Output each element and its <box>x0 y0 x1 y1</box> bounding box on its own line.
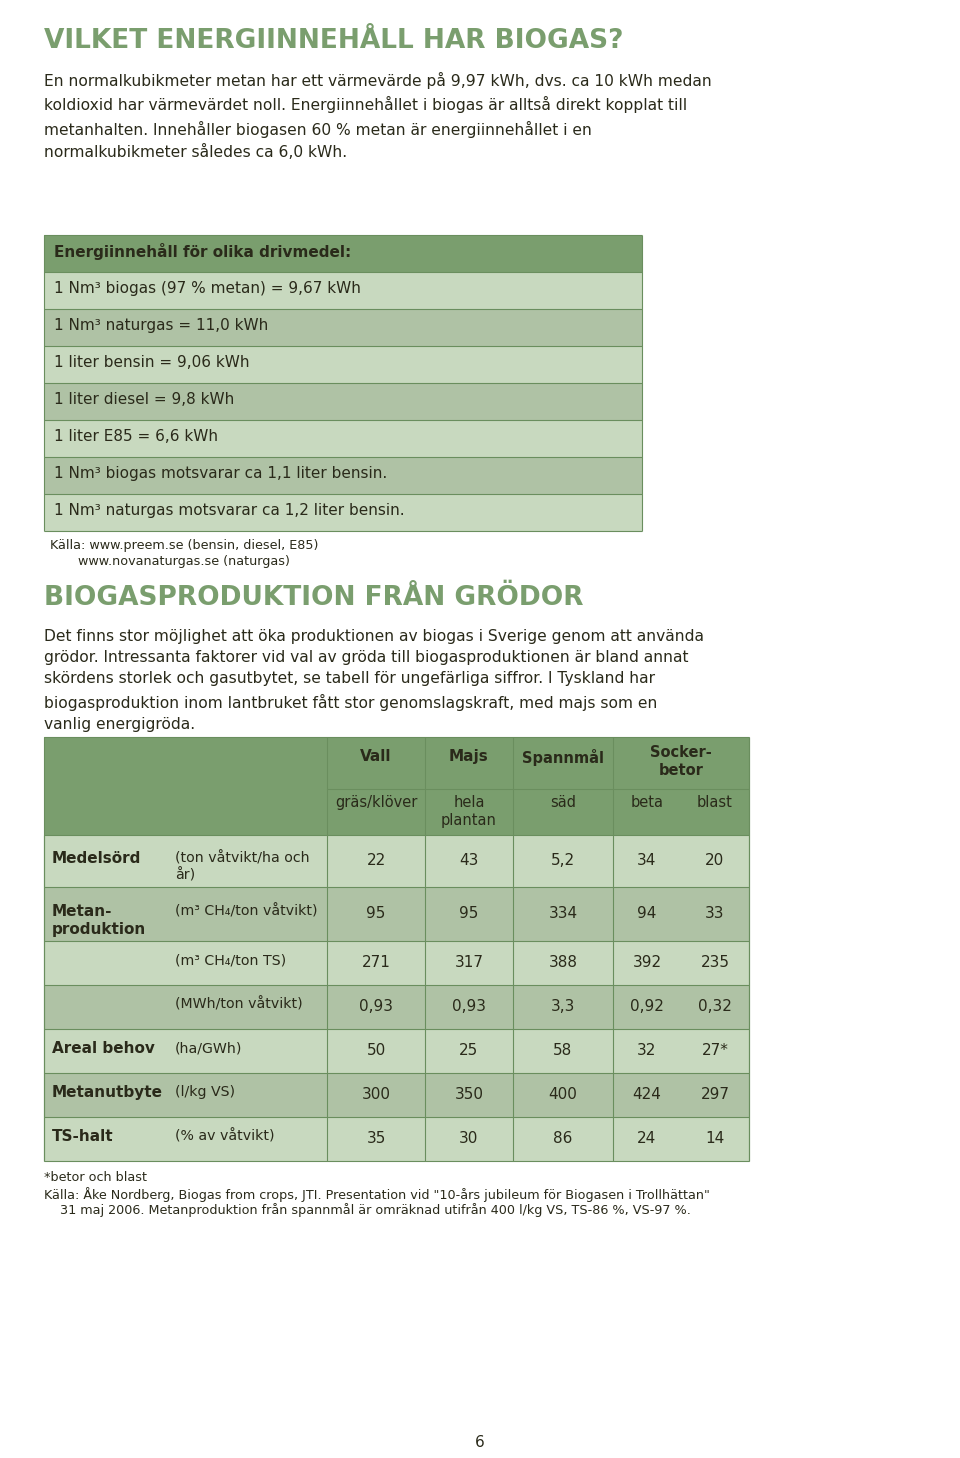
Text: Energiinnehåll för olika drivmedel:: Energiinnehåll för olika drivmedel: <box>54 243 351 260</box>
Text: (l/kg VS): (l/kg VS) <box>175 1085 235 1099</box>
Text: 86: 86 <box>553 1131 573 1146</box>
Text: 300: 300 <box>362 1088 391 1102</box>
Text: 0,32: 0,32 <box>698 999 732 1013</box>
Bar <box>44 273 642 309</box>
Bar <box>44 420 642 456</box>
Text: 424: 424 <box>633 1088 661 1102</box>
Text: 95: 95 <box>459 905 479 921</box>
Bar <box>44 986 749 1029</box>
Text: 297: 297 <box>701 1088 730 1102</box>
Text: TS-halt: TS-halt <box>52 1128 113 1145</box>
Text: (% av våtvikt): (% av våtvikt) <box>175 1128 275 1143</box>
Text: Spannmål: Spannmål <box>522 749 604 765</box>
Bar <box>44 1117 749 1161</box>
Text: 6: 6 <box>475 1435 485 1451</box>
Text: Areal behov: Areal behov <box>52 1041 155 1056</box>
Text: 22: 22 <box>367 853 386 868</box>
Bar <box>44 835 749 886</box>
Text: 1 Nm³ naturgas motsvarar ca 1,2 liter bensin.: 1 Nm³ naturgas motsvarar ca 1,2 liter be… <box>54 503 404 518</box>
Text: 1 Nm³ biogas motsvarar ca 1,1 liter bensin.: 1 Nm³ biogas motsvarar ca 1,1 liter bens… <box>54 467 387 481</box>
Bar <box>44 789 749 835</box>
Text: 235: 235 <box>701 955 730 970</box>
Text: 24: 24 <box>637 1131 657 1146</box>
Text: 27*: 27* <box>702 1042 729 1059</box>
Text: 95: 95 <box>367 905 386 921</box>
Text: 30: 30 <box>459 1131 479 1146</box>
Text: 392: 392 <box>633 955 661 970</box>
Text: 3,3: 3,3 <box>551 999 575 1013</box>
Text: 0,93: 0,93 <box>359 999 393 1013</box>
Text: 350: 350 <box>454 1088 484 1102</box>
Text: gräs/klöver: gräs/klöver <box>335 795 418 811</box>
Text: 5,2: 5,2 <box>551 853 575 868</box>
Text: Metanutbyte: Metanutbyte <box>52 1085 163 1099</box>
Bar <box>44 886 749 940</box>
Text: 317: 317 <box>454 955 484 970</box>
Bar <box>44 456 642 494</box>
Text: (m³ CH₄/ton våtvikt): (m³ CH₄/ton våtvikt) <box>175 904 318 919</box>
Text: Det finns stor möjlighet att öka produktionen av biogas i Sverige genom att anvä: Det finns stor möjlighet att öka produkt… <box>44 628 704 732</box>
Text: 1 liter diesel = 9,8 kWh: 1 liter diesel = 9,8 kWh <box>54 392 234 407</box>
Bar <box>44 940 749 986</box>
Text: 1 Nm³ biogas (97 % metan) = 9,67 kWh: 1 Nm³ biogas (97 % metan) = 9,67 kWh <box>54 281 361 296</box>
Text: (m³ CH₄/ton TS): (m³ CH₄/ton TS) <box>175 954 286 967</box>
Bar <box>44 1029 749 1073</box>
Text: 33: 33 <box>706 905 725 921</box>
Text: blast: blast <box>697 795 732 811</box>
Text: 0,92: 0,92 <box>630 999 664 1013</box>
Text: 32: 32 <box>637 1042 657 1059</box>
Text: www.novanaturgas.se (naturgas): www.novanaturgas.se (naturgas) <box>50 555 290 569</box>
Text: Källa: Åke Nordberg, Biogas from crops, JTI. Presentation vid "10-års jubileum f: Källa: Åke Nordberg, Biogas from crops, … <box>44 1187 709 1201</box>
Text: 14: 14 <box>706 1131 725 1146</box>
Text: 334: 334 <box>548 905 578 921</box>
Bar <box>44 494 642 531</box>
Text: 1 liter bensin = 9,06 kWh: 1 liter bensin = 9,06 kWh <box>54 354 250 370</box>
Text: (MWh/ton våtvikt): (MWh/ton våtvikt) <box>175 997 302 1012</box>
Text: 388: 388 <box>548 955 578 970</box>
Bar <box>44 346 642 383</box>
Text: *betor och blast: *betor och blast <box>44 1171 147 1184</box>
Text: beta: beta <box>631 795 663 811</box>
Bar <box>44 736 749 789</box>
Text: 400: 400 <box>548 1088 577 1102</box>
Text: hela
plantan: hela plantan <box>441 795 497 828</box>
Text: BIOGASPRODUKTION FRÅN GRÖDOR: BIOGASPRODUKTION FRÅN GRÖDOR <box>44 585 584 611</box>
Text: Källa: www.preem.se (bensin, diesel, E85): Källa: www.preem.se (bensin, diesel, E85… <box>50 539 319 553</box>
Text: säd: säd <box>550 795 576 811</box>
Text: (ha/GWh): (ha/GWh) <box>175 1041 242 1056</box>
Bar <box>44 309 642 346</box>
Text: Majs: Majs <box>449 749 489 764</box>
Text: 94: 94 <box>637 905 657 921</box>
Bar <box>44 1073 749 1117</box>
Text: 50: 50 <box>367 1042 386 1059</box>
Text: (ton våtvikt/ha och
år): (ton våtvikt/ha och år) <box>175 851 310 882</box>
Text: Medelsörd: Medelsörd <box>52 851 141 866</box>
Text: 34: 34 <box>637 853 657 868</box>
Text: 31 maj 2006. Metanproduktion från spannmål är omräknad utifrån 400 l/kg VS, TS-8: 31 maj 2006. Metanproduktion från spannm… <box>44 1203 691 1217</box>
Text: 271: 271 <box>362 955 391 970</box>
Text: En normalkubikmeter metan har ett värmevärde på 9,97 kWh, dvs. ca 10 kWh medan
k: En normalkubikmeter metan har ett värmev… <box>44 71 711 160</box>
Text: VILKET ENERGIINNEHÅLL HAR BIOGAS?: VILKET ENERGIINNEHÅLL HAR BIOGAS? <box>44 28 623 54</box>
Text: 0,93: 0,93 <box>452 999 486 1013</box>
Text: Socker-
betor: Socker- betor <box>650 745 712 779</box>
Text: 1 liter E85 = 6,6 kWh: 1 liter E85 = 6,6 kWh <box>54 429 218 445</box>
Text: Vall: Vall <box>360 749 392 764</box>
Text: Metan-
produktion: Metan- produktion <box>52 904 146 937</box>
Text: 58: 58 <box>553 1042 572 1059</box>
Text: 43: 43 <box>459 853 479 868</box>
Text: 25: 25 <box>460 1042 479 1059</box>
Bar <box>44 383 642 420</box>
Text: 1 Nm³ naturgas = 11,0 kWh: 1 Nm³ naturgas = 11,0 kWh <box>54 318 268 332</box>
Text: 35: 35 <box>367 1131 386 1146</box>
Bar <box>44 235 642 273</box>
Text: 20: 20 <box>706 853 725 868</box>
